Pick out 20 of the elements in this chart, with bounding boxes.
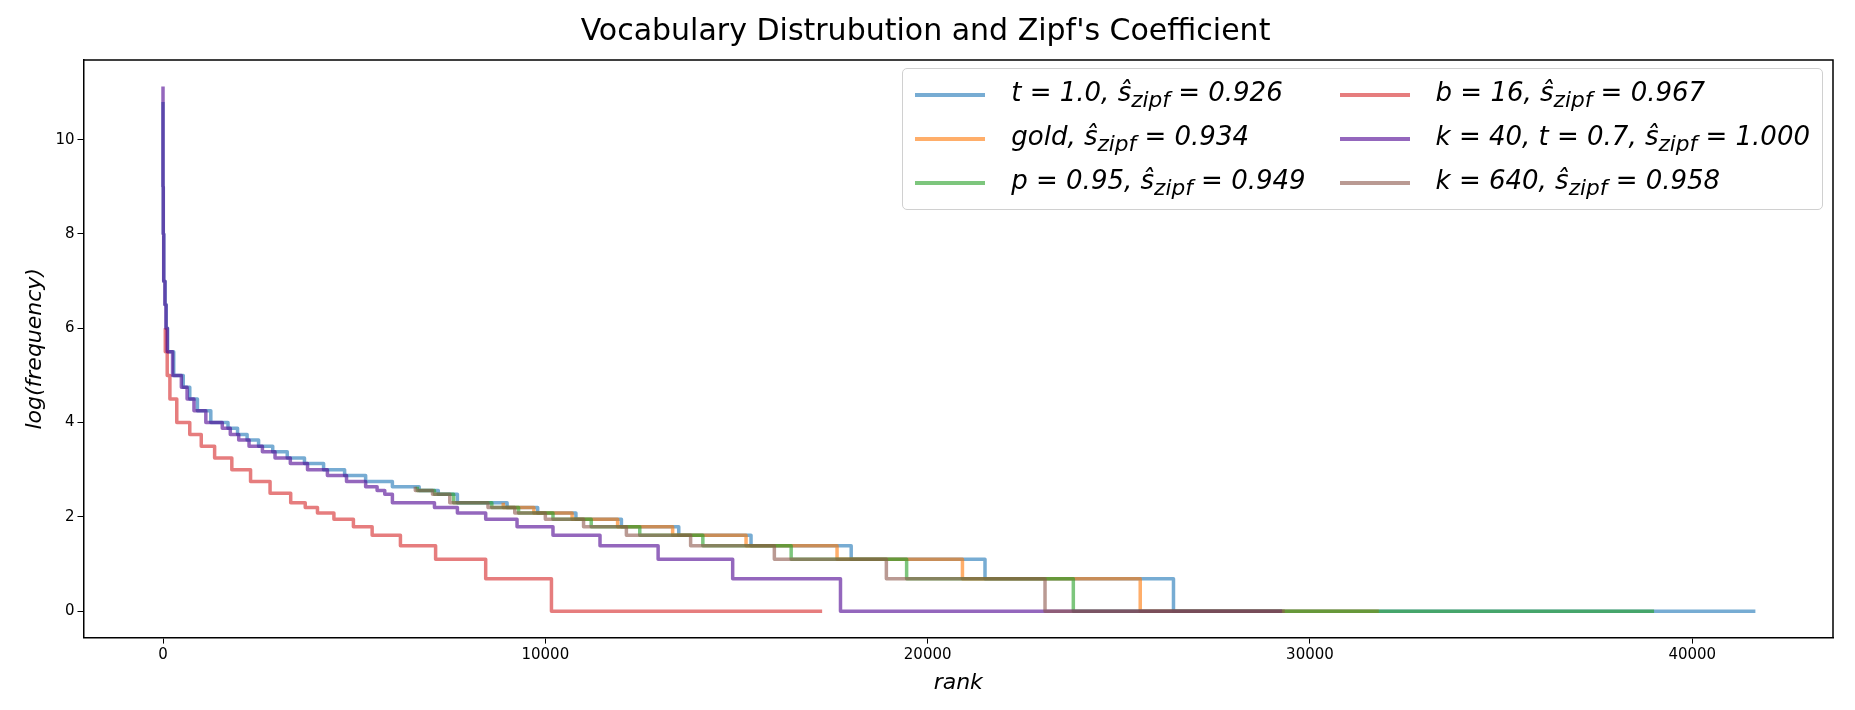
y-tick-label: 10 <box>55 129 75 148</box>
y-tick-label: 2 <box>64 506 75 525</box>
legend-label: t = 1.0, ŝ$_{zipf}$ = 0.926 <box>1011 77 1283 113</box>
y-tick-label: 0 <box>64 601 75 620</box>
legend-label: b = 16, ŝ$_{zipf}$ = 0.967 <box>1435 77 1706 113</box>
x-axis-title: rank <box>933 668 985 694</box>
y-tick-label: 4 <box>64 412 75 431</box>
x-tick-label: 0 <box>158 645 168 664</box>
x-tick-label: 20000 <box>903 645 952 664</box>
legend-label: p = 0.95, ŝ$_{zipf}$ = 0.949 <box>1011 165 1306 201</box>
x-tick-label: 10000 <box>521 645 570 664</box>
legend-label: k = 640, ŝ$_{zipf}$ = 0.958 <box>1435 165 1721 201</box>
x-tick-label: 40000 <box>1668 645 1717 664</box>
chart-title: Vocabulary Distrubution and Zipf's Coefficient <box>580 11 1271 47</box>
y-axis-title: log(frequency) <box>20 268 46 430</box>
legend-label: k = 40, t = 0.7, ŝ$_{zipf}$ = 1.000 <box>1435 121 1810 157</box>
y-tick-label: 8 <box>64 223 75 242</box>
y-tick-label: 6 <box>64 318 75 337</box>
x-tick-label: 30000 <box>1286 645 1334 664</box>
legend-label: gold, ŝ$_{zipf}$ = 0.934 <box>1011 121 1249 157</box>
